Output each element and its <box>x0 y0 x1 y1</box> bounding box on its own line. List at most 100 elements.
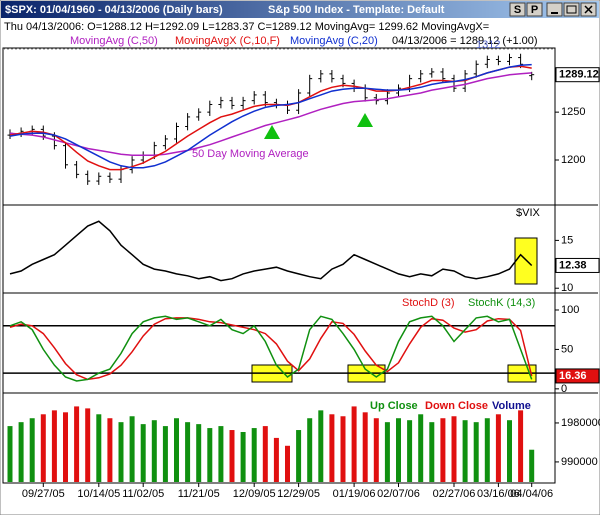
volume-bar <box>96 414 102 482</box>
legend-entry: MovingAvgX (C,10,F) <box>175 35 280 47</box>
volume-bar <box>473 422 479 482</box>
y-tick-label: 50 <box>561 343 573 355</box>
last-value-label: 16.36 <box>559 370 587 382</box>
moving-average-line <box>9 63 532 169</box>
volume-bar <box>240 432 246 482</box>
legend-entry: MovingAvg (C,50) <box>70 35 158 47</box>
x-tick-label: 10/14/05 <box>77 488 120 500</box>
vix-line <box>9 220 533 282</box>
volume-bar <box>396 418 401 482</box>
volume-bar <box>140 424 146 482</box>
x-tick-label: 02/07/06 <box>377 488 420 500</box>
last-value-box <box>555 368 600 384</box>
moving-average-line <box>9 72 532 156</box>
volume-bar <box>129 416 135 482</box>
volume-bar <box>107 418 113 482</box>
volume-bar <box>451 416 457 482</box>
volume-bar <box>407 420 413 482</box>
x-tick-label: 12/09/05 <box>233 488 276 500</box>
last-value-box <box>555 67 600 83</box>
price-header: 04/13/2006 = 1289.12 (+1.00) <box>392 35 538 47</box>
volume-bar <box>329 414 335 482</box>
volume-bar <box>229 430 235 482</box>
volume-bar <box>85 408 91 482</box>
y-tick-label: 15 <box>561 234 573 246</box>
volume-bar <box>462 420 468 482</box>
y-tick-label: 1200 <box>561 154 585 166</box>
stoch-line <box>9 315 533 382</box>
volume-bar <box>373 418 379 482</box>
window-title: $SPX: 01/04/1960 - 04/13/2006 (Daily bar… <box>5 4 223 16</box>
last-value-label: 12.38 <box>559 259 587 271</box>
volume-bar <box>218 426 224 482</box>
volume-bar <box>351 406 357 482</box>
volume-bar <box>29 418 35 482</box>
panel-title: $VIX <box>516 207 541 219</box>
y-tick-label: 10 <box>561 282 573 294</box>
buy-signal <box>357 113 373 127</box>
legend-entry: StochK (14,3) <box>468 297 535 309</box>
y-tick-label: 990000 <box>561 456 598 468</box>
legend-entry: StochD (3) <box>402 297 455 309</box>
volume-bar <box>507 420 512 482</box>
volume-bar <box>495 414 501 482</box>
volume-bar <box>207 428 213 482</box>
volume-bar <box>307 418 313 482</box>
volume-bar <box>296 430 302 482</box>
volume-bar <box>429 422 435 482</box>
volume-bar <box>262 426 268 482</box>
x-tick-label: 04/04/06 <box>510 488 553 500</box>
minimize-button[interactable] <box>546 2 563 17</box>
volume-bar <box>318 410 324 482</box>
volume-bar <box>251 428 257 482</box>
volume-bar <box>484 418 490 482</box>
x-tick-label: 11/21/05 <box>178 488 220 500</box>
volume-bar <box>40 414 46 482</box>
volume-bar <box>440 418 446 482</box>
legend-entry: Down Close <box>425 400 488 412</box>
y-tick-label: 1250 <box>561 106 585 118</box>
buy-signal <box>264 125 280 139</box>
volume-bar <box>74 406 80 482</box>
s-button[interactable] <box>509 2 526 17</box>
volume-bar <box>384 422 390 482</box>
volume-bar <box>185 422 191 482</box>
maximize-icon <box>566 5 577 14</box>
p-button[interactable] <box>526 2 543 17</box>
volume-bar <box>162 426 168 482</box>
window-subtitle: S&p 500 Index - Template: Default <box>268 4 445 16</box>
y-tick-label: 100 <box>561 304 579 316</box>
y-tick-label: 0 <box>561 383 567 395</box>
stoch-line <box>9 317 533 381</box>
volume-bar <box>118 422 124 482</box>
moving-average-line <box>9 65 532 171</box>
volume-bar <box>418 414 424 482</box>
volume-bar <box>174 418 179 482</box>
volume-bar <box>529 449 535 482</box>
volume-bar <box>18 422 24 482</box>
volume-bar <box>518 410 524 482</box>
x-tick-label: 01/19/06 <box>333 488 376 500</box>
volume-bar <box>340 416 346 482</box>
x-tick-label: 02/27/06 <box>433 488 476 500</box>
volume-bar <box>285 445 290 482</box>
s-button-label: S <box>514 4 521 16</box>
legend-entry: MovingAvg (C,20) <box>290 35 378 47</box>
last-value-label: 1289.12 <box>559 69 599 81</box>
info-line: Thu 04/13/2006: O=1288.12 H=1292.09 L=12… <box>4 21 489 33</box>
volume-bar <box>196 424 202 482</box>
x-tick-label: 12/29/05 <box>277 488 320 500</box>
y-tick-label: 1980000 <box>561 417 600 429</box>
x-tick-label: 03/16/06 <box>477 488 520 500</box>
volume-bar <box>51 410 57 482</box>
volume-bar <box>7 426 13 482</box>
legend-entry: Up Close <box>370 400 418 412</box>
x-tick-label: 09/27/05 <box>22 488 65 500</box>
close-icon <box>584 5 593 14</box>
title-bar <box>1 1 599 18</box>
legend-entry: Volume <box>492 400 531 412</box>
p-button-label: P <box>531 4 538 16</box>
maximize-button[interactable] <box>563 2 580 17</box>
x-tick-label: 11/02/05 <box>122 488 164 500</box>
